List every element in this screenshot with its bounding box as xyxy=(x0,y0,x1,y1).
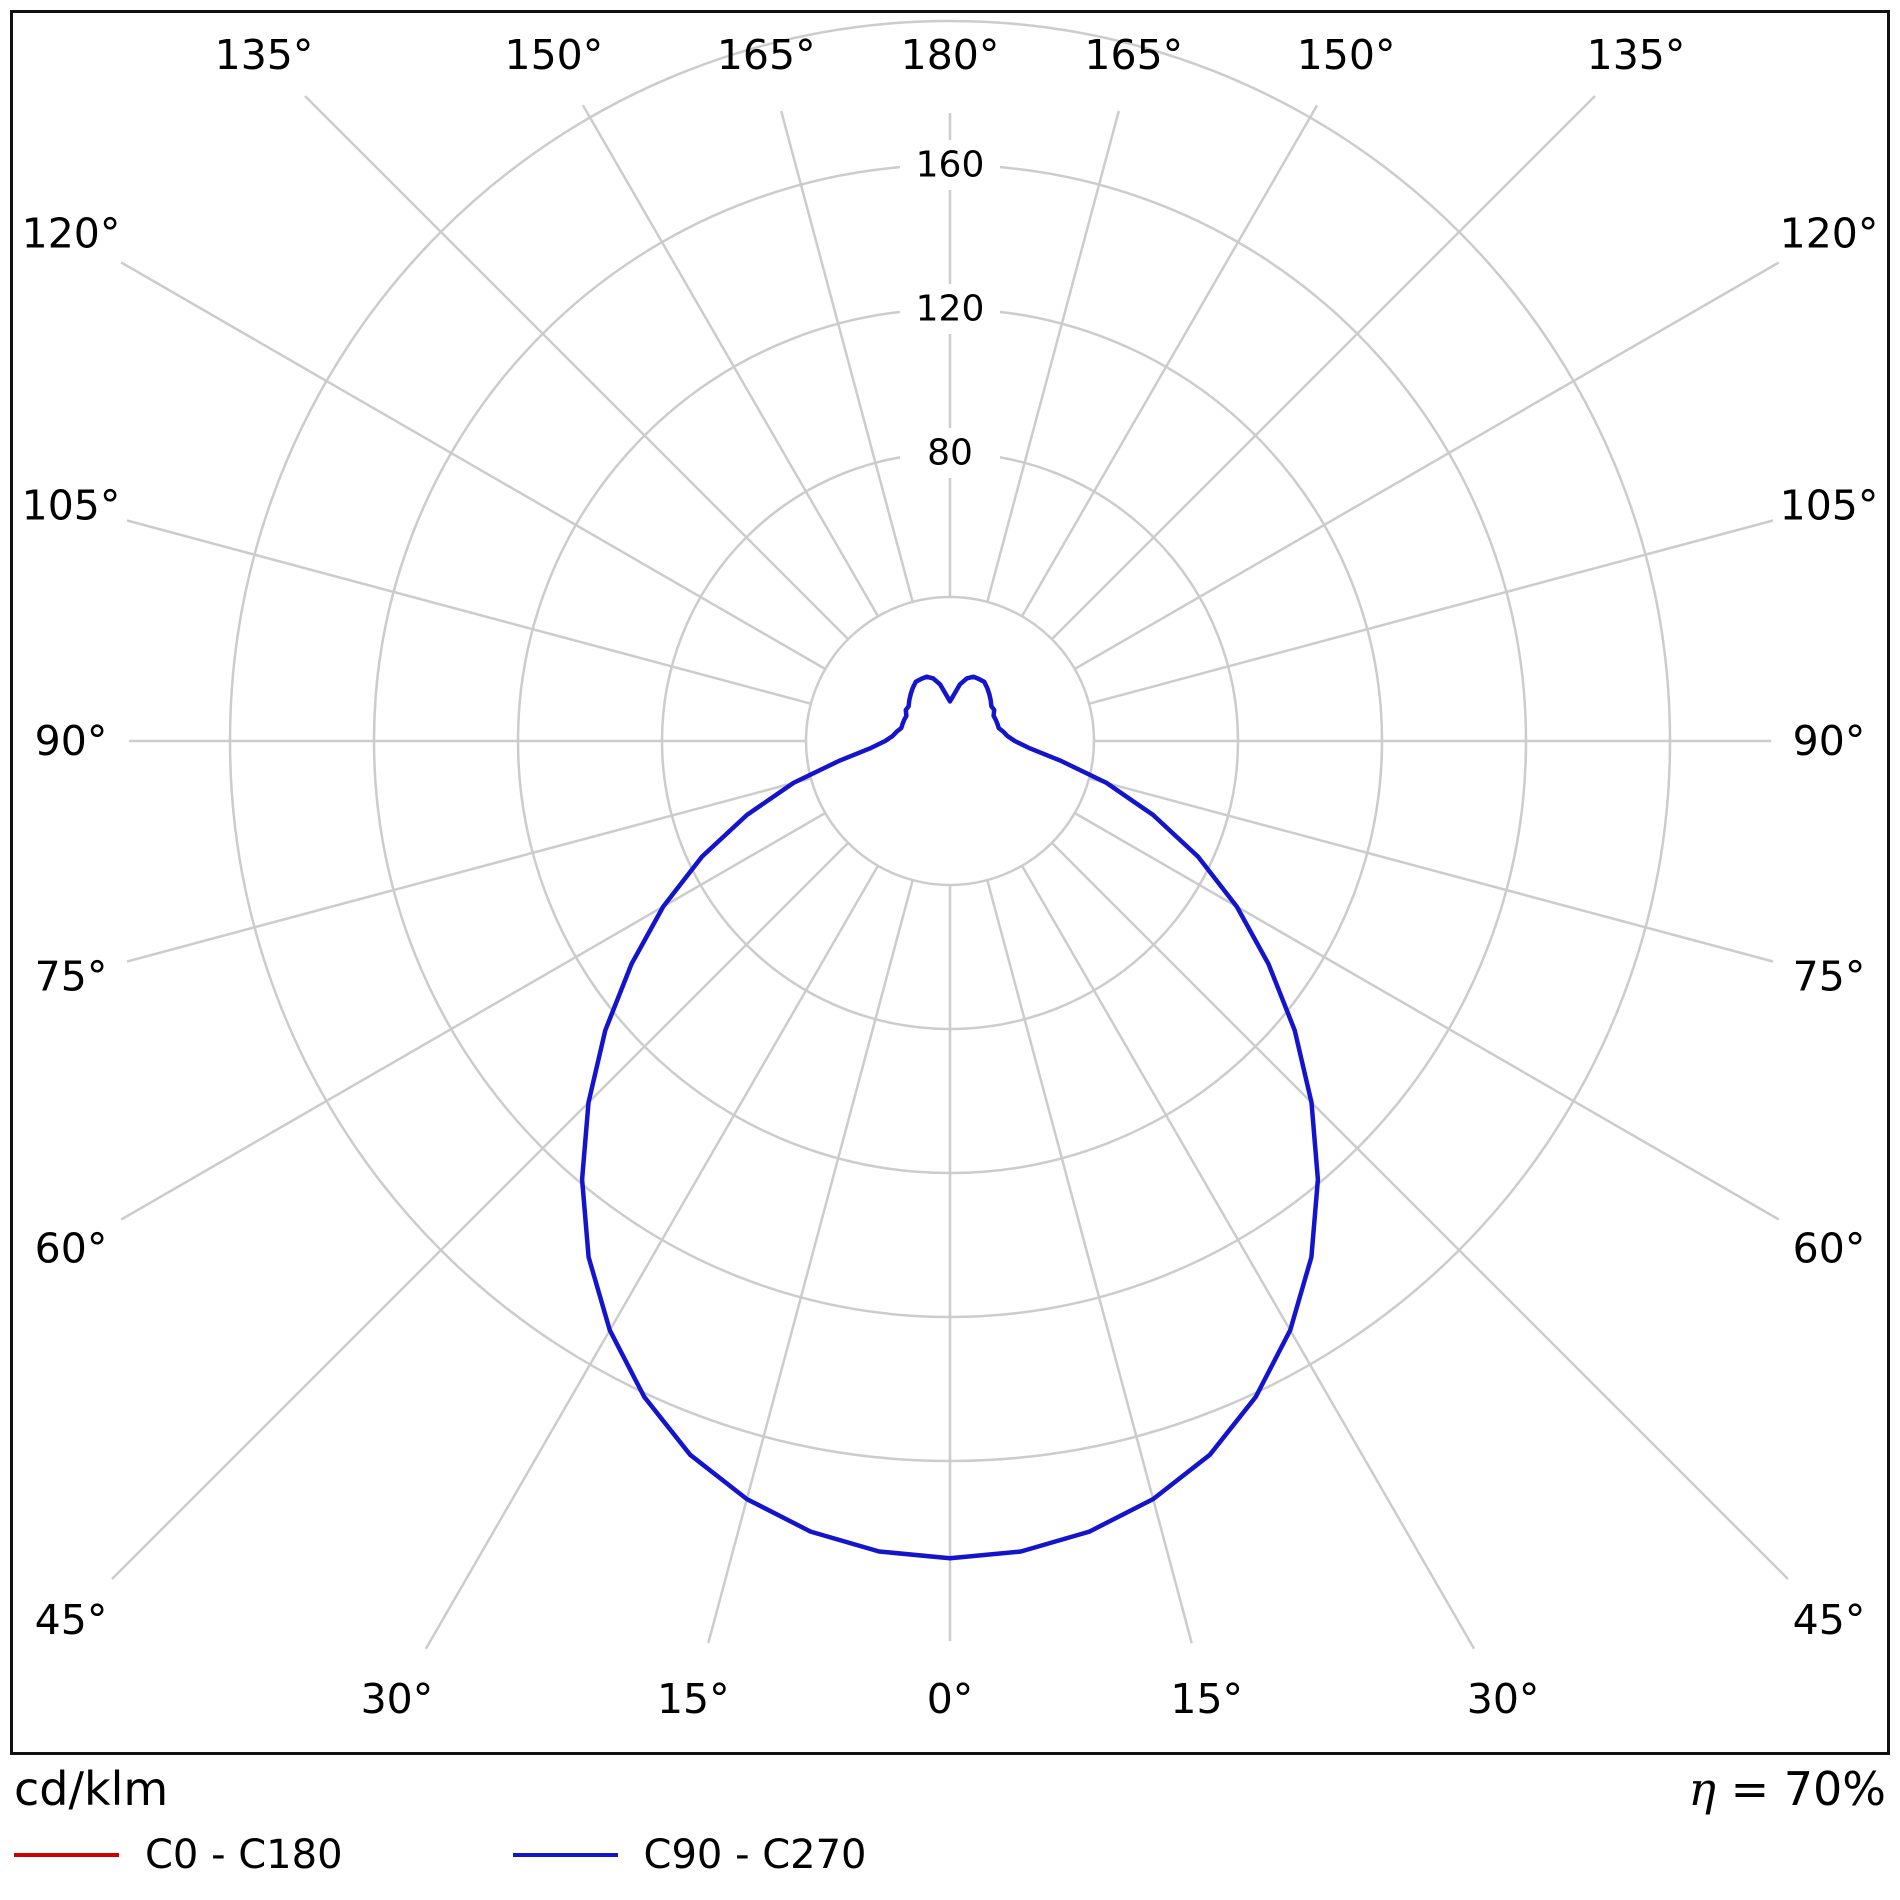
units-label: cd/klm xyxy=(14,1762,169,1816)
legend-item-c90-c270: C90 - C270 xyxy=(512,1832,867,1878)
angle-label-135: 135° xyxy=(215,31,314,79)
angle-label-90: 90° xyxy=(1793,717,1866,765)
angle-label-60: 60° xyxy=(35,1225,108,1273)
curve-c90-c270 xyxy=(579,674,1321,1561)
angle-label-120: 120° xyxy=(1780,210,1879,258)
efficiency-value: = 70% xyxy=(1715,1762,1886,1816)
angle-label-150: 150° xyxy=(1297,31,1396,79)
angle-label-15: 15° xyxy=(1170,1675,1243,1723)
angle-label-135: 135° xyxy=(1587,31,1686,79)
chart-footer: cd/klm η = 70% C0 - C180 C90 - C270 xyxy=(14,1762,1886,1878)
legend-line-c90-c270 xyxy=(512,1853,618,1857)
angle-label-105: 105° xyxy=(1780,482,1879,530)
legend-item-c0-c180: C0 - C180 xyxy=(14,1832,343,1878)
polar-chart-frame: 0° 15° 15° 30° 30° 45° 45° 60° 60° 75° 75° 90° 90° 10… xyxy=(10,10,1890,1755)
radial-tick-120: 120 xyxy=(916,289,985,330)
angle-label-30: 30° xyxy=(361,1675,434,1723)
angle-label-45: 45° xyxy=(1793,1596,1866,1644)
radial-tick-80: 80 xyxy=(927,433,973,474)
angle-label-45: 45° xyxy=(35,1596,108,1644)
polar-photometric-chart: 0° 15° 15° 30° 30° 45° 45° 60° 60° 75° 75° 90° 90° 10… xyxy=(22,19,1879,1723)
angle-label-120: 120° xyxy=(22,210,121,258)
footer-top-row: cd/klm η = 70% xyxy=(14,1762,1886,1816)
angle-label-105: 105° xyxy=(22,482,121,530)
radial-tick-160: 160 xyxy=(916,145,985,186)
legend-line-c0-c180 xyxy=(14,1853,119,1857)
legend: C0 - C180 C90 - C270 xyxy=(14,1832,1886,1878)
angle-label-165: 165° xyxy=(717,31,816,79)
angle-label-30: 30° xyxy=(1467,1675,1540,1723)
angle-label-180: 180° xyxy=(901,31,1000,79)
angle-label-75: 75° xyxy=(35,953,108,1001)
angle-label-90: 90° xyxy=(35,717,108,765)
efficiency-label: η = 70% xyxy=(1688,1762,1886,1816)
angle-label-60: 60° xyxy=(1793,1225,1866,1273)
angle-label-15: 15° xyxy=(657,1675,730,1723)
angle-label-75: 75° xyxy=(1793,953,1866,1001)
angle-label-150: 150° xyxy=(505,31,604,79)
eta-symbol: η xyxy=(1688,1762,1716,1816)
legend-label-c0-c180: C0 - C180 xyxy=(145,1832,343,1878)
angle-label-0: 0° xyxy=(927,1675,974,1723)
legend-label-c90-c270: C90 - C270 xyxy=(643,1832,867,1878)
angle-label-165: 165° xyxy=(1084,31,1183,79)
